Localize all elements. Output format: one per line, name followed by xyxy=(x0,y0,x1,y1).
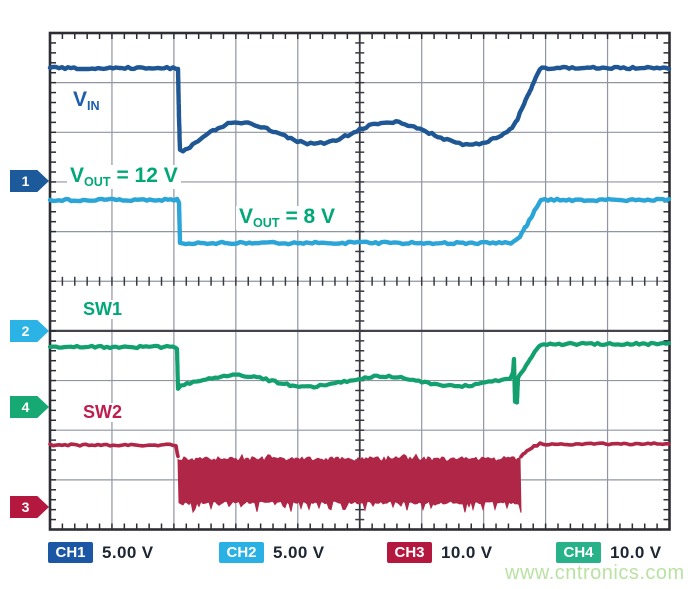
channel-readout-ch3: CH3 10.0 V xyxy=(387,542,493,563)
label-vout8-rest: = 8 V xyxy=(279,205,336,228)
channel-badge-ch4: CH4 xyxy=(556,542,601,563)
channel-marker-label: 3 xyxy=(21,499,30,515)
channel-scale-ch2: 5.00 V xyxy=(273,542,325,562)
channel-readout-ch2: CH2 5.00 V xyxy=(219,542,325,563)
channel-readout-ch4: CH4 10.0 V xyxy=(556,542,662,563)
channel-marker-label: 1 xyxy=(21,173,30,189)
label-vout8-main: V xyxy=(239,205,254,228)
label-vout8-sub: OUT xyxy=(253,215,280,230)
channel-readout-ch1: CH1 5.00 V xyxy=(48,542,154,563)
channel-scale-ch4: 10.0 V xyxy=(610,542,662,562)
channel-marker-label: 4 xyxy=(21,399,30,415)
channel-badge-ch1: CH1 xyxy=(48,542,93,563)
channel-badge-ch3: CH3 xyxy=(387,542,432,563)
channel-marker-2: 2 xyxy=(10,320,49,342)
channel-marker-label: 2 xyxy=(21,323,30,339)
label-vin-main: V xyxy=(73,88,88,111)
label-vout12-main: V xyxy=(70,164,85,187)
label-vin-sub: IN xyxy=(87,98,100,113)
channel-marker-1: 1 xyxy=(10,170,49,192)
label-vout12-sub: OUT xyxy=(84,174,111,189)
label-vout12-rest: = 12 V xyxy=(110,164,178,187)
label-sw1: SW1 xyxy=(80,300,126,319)
watermark: www.cntronics.com xyxy=(505,562,685,584)
label-vin: VIN xyxy=(70,88,103,113)
channel-badge-ch2: CH2 xyxy=(219,542,264,563)
label-sw2: SW2 xyxy=(80,403,126,422)
channel-marker-3: 3 xyxy=(10,496,49,518)
label-vout-8v: VOUT = 8 V xyxy=(236,205,339,230)
label-vout-12v: VOUT = 12 V xyxy=(67,164,181,189)
channel-scale-ch1: 5.00 V xyxy=(102,542,154,562)
channel-marker-4: 4 xyxy=(10,396,49,418)
channel-scale-ch3: 10.0 V xyxy=(441,542,493,562)
